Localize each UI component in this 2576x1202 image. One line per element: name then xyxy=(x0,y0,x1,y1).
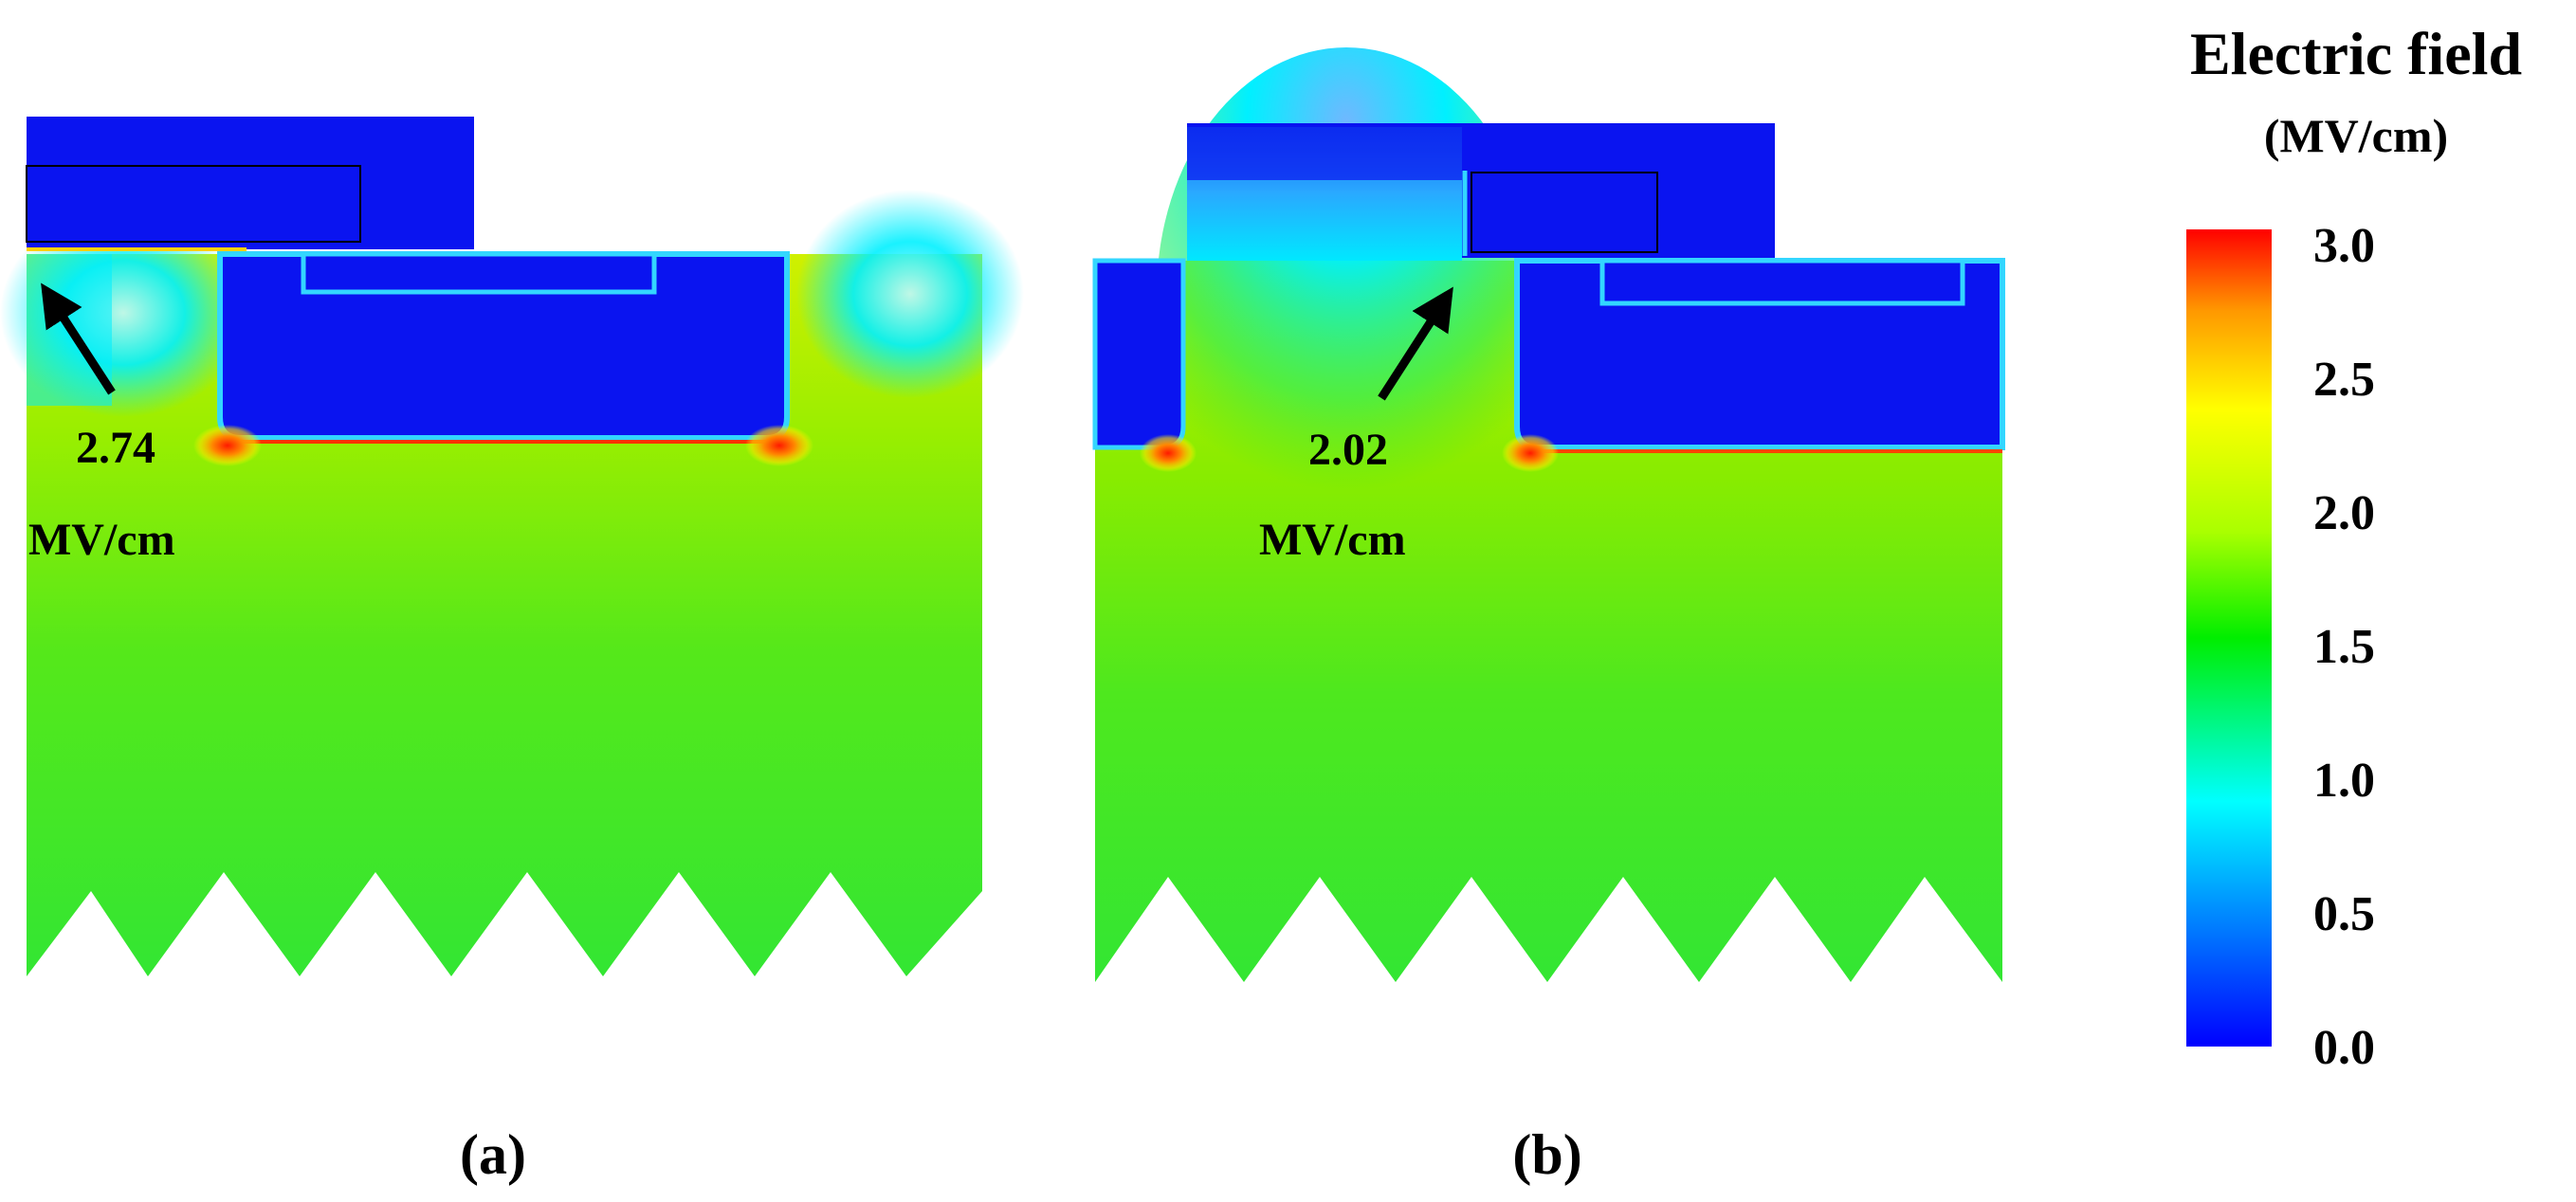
colorbar-ticks: 3.0 2.5 2.0 1.5 1.0 0.5 0.0 xyxy=(2313,219,2375,1075)
panel-a-label: (a) xyxy=(460,1123,526,1186)
panel-a: 2.74 MV/cm xyxy=(0,117,1024,976)
colorbar-tick-label: 1.5 xyxy=(2313,620,2375,674)
colorbar-tick-label: 2.5 xyxy=(2313,353,2375,407)
colorbar-tick-label: 2.0 xyxy=(2313,486,2375,540)
panel-a-peak-unit: MV/cm xyxy=(28,515,175,565)
colorbar: Electric field (MV/cm) 3.0 2.5 2.0 1.5 1.0 0.… xyxy=(2186,20,2522,1075)
colorbar-tick-label: 3.0 xyxy=(2313,219,2375,273)
panel-b: 2.02 MV/cm xyxy=(1092,47,2005,982)
panel-b-peak-unit: MV/cm xyxy=(1259,515,1406,565)
panel-b-label: (b) xyxy=(1512,1123,1581,1186)
panel-a-peak-value: 2.74 xyxy=(76,423,155,473)
colorbar-tick-label: 1.0 xyxy=(2313,754,2375,808)
colorbar-tick-label: 0.5 xyxy=(2313,887,2375,941)
colorbar-tick-label: 0.0 xyxy=(2313,1021,2375,1075)
colorbar-title: Electric field xyxy=(2190,20,2522,87)
colorbar-unit: (MV/cm) xyxy=(2264,109,2448,162)
panel-b-peak-value: 2.02 xyxy=(1308,425,1388,475)
panel-b-gate-electrode xyxy=(1462,123,1775,258)
colorbar-gradient xyxy=(2186,229,2272,1047)
panel-b-left-block xyxy=(1092,258,1186,450)
panel-a-gate-electrode xyxy=(27,117,474,249)
